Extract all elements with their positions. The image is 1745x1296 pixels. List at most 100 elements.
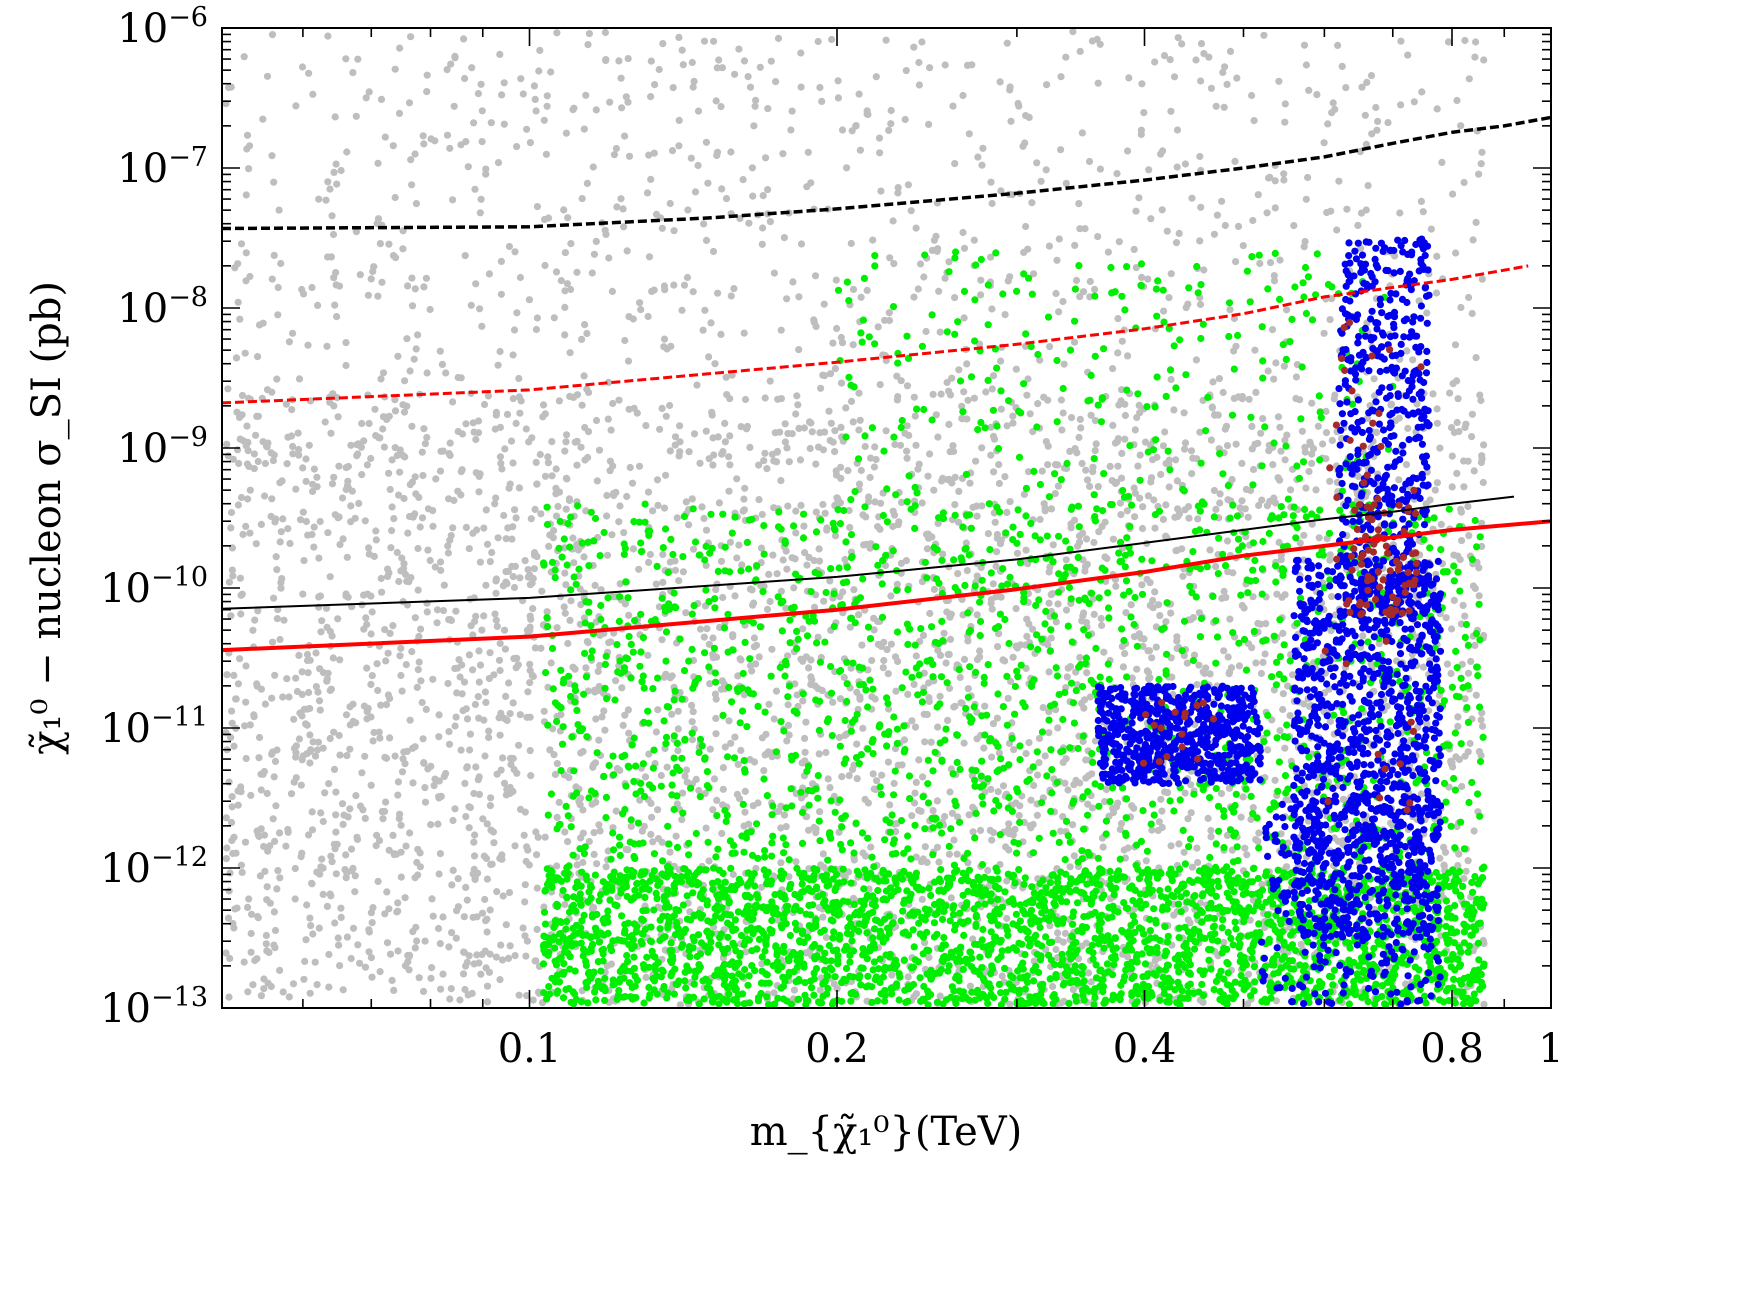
scatter-point <box>1200 266 1208 274</box>
scatter-point <box>624 706 633 714</box>
scatter-point <box>979 144 987 152</box>
scatter-point <box>1045 668 1053 676</box>
scatter-point <box>1071 445 1079 453</box>
scatter-point <box>1128 674 1136 682</box>
scatter-point <box>1300 41 1309 49</box>
scatter-point <box>916 260 925 268</box>
scatter-point <box>1189 454 1197 462</box>
scatter-point <box>440 581 448 589</box>
scatter-point <box>675 452 683 460</box>
scatter-point <box>1108 477 1116 485</box>
scatter-point <box>688 718 696 726</box>
scatter-point <box>506 789 514 798</box>
scatter-point <box>1403 347 1411 355</box>
scatter-point <box>994 788 1002 796</box>
scatter-point <box>629 545 638 553</box>
scatter-point <box>980 744 988 752</box>
scatter-point <box>805 865 813 873</box>
scatter-point <box>688 495 696 503</box>
scatter-point <box>573 391 582 399</box>
scatter-point <box>1436 854 1444 862</box>
scatter-point <box>816 808 824 816</box>
scatter-point <box>783 444 791 452</box>
scatter-point <box>849 894 858 903</box>
scatter-point <box>1167 270 1175 278</box>
scatter-point <box>273 615 281 623</box>
scatter-point <box>954 570 962 578</box>
scatter-point <box>1058 426 1066 434</box>
scatter-point <box>227 612 235 620</box>
scatter-point <box>690 430 699 438</box>
scatter-point <box>229 455 237 463</box>
scatter-point <box>1343 205 1351 213</box>
scatter-point <box>1220 647 1228 655</box>
scatter-point <box>250 450 258 458</box>
scatter-point <box>1210 486 1218 495</box>
scatter-point <box>273 566 281 574</box>
scatter-point <box>1061 779 1069 787</box>
scatter-point <box>602 863 610 871</box>
scatter-point <box>1433 405 1441 413</box>
scatter-point <box>540 707 548 715</box>
scatter-point <box>519 924 527 932</box>
scatter-point <box>226 954 234 963</box>
scatter-point <box>1045 242 1053 250</box>
scatter-point <box>462 813 470 821</box>
scatter-point <box>471 831 479 839</box>
scatter-point <box>933 797 942 805</box>
scatter-point <box>412 200 420 208</box>
scatter-point <box>249 981 257 989</box>
scatter-point <box>841 731 849 740</box>
scatter-point <box>730 285 738 293</box>
scatter-point <box>718 64 727 72</box>
scatter-point <box>889 217 897 225</box>
scatter-point <box>815 545 823 553</box>
scatter-point <box>234 298 242 306</box>
scatter-point <box>491 500 499 508</box>
scatter-point <box>469 631 477 639</box>
scatter-point <box>588 269 596 277</box>
scatter-point <box>1192 56 1200 64</box>
scatter-point <box>1395 414 1403 422</box>
scatter-point <box>1200 50 1208 58</box>
scatter-point <box>326 185 334 193</box>
scatter-point <box>907 207 915 215</box>
scatter-point <box>681 772 689 780</box>
scatter-point <box>343 148 351 156</box>
scatter-point <box>1249 804 1257 812</box>
scatter-point <box>748 164 757 172</box>
scatter-point <box>271 837 279 846</box>
scatter-point <box>315 554 323 562</box>
scatter-point <box>471 875 479 884</box>
scatter-point <box>675 577 683 585</box>
scatter-point <box>1112 582 1120 590</box>
scatter-point <box>363 461 371 469</box>
scatter-point <box>1271 204 1279 212</box>
scatter-point <box>325 983 333 991</box>
scatter-point <box>1090 610 1098 619</box>
scatter-point <box>616 502 624 510</box>
scatter-point <box>543 92 551 100</box>
scatter-point <box>810 557 818 565</box>
scatter-point <box>1452 249 1460 257</box>
scatter-point <box>773 570 781 578</box>
scatter-point <box>1308 459 1316 467</box>
scatter-point <box>1292 394 1300 403</box>
scatter-point <box>744 981 752 989</box>
scatter-point <box>959 91 967 100</box>
scatter-point <box>856 146 865 154</box>
scatter-point <box>770 269 779 277</box>
scatter-point <box>1465 532 1473 540</box>
scatter-point <box>1124 147 1132 155</box>
scatter-point <box>1190 651 1199 659</box>
scatter-point <box>1009 419 1017 427</box>
scatter-point <box>1024 375 1032 383</box>
scatter-point <box>307 922 315 930</box>
scatter-point <box>360 437 368 445</box>
scatter-point <box>734 760 742 769</box>
scatter-point <box>929 807 937 815</box>
scatter-point <box>969 503 977 511</box>
scatter-point <box>398 554 406 562</box>
scatter-point <box>263 72 272 80</box>
scatter-point <box>1013 644 1022 652</box>
